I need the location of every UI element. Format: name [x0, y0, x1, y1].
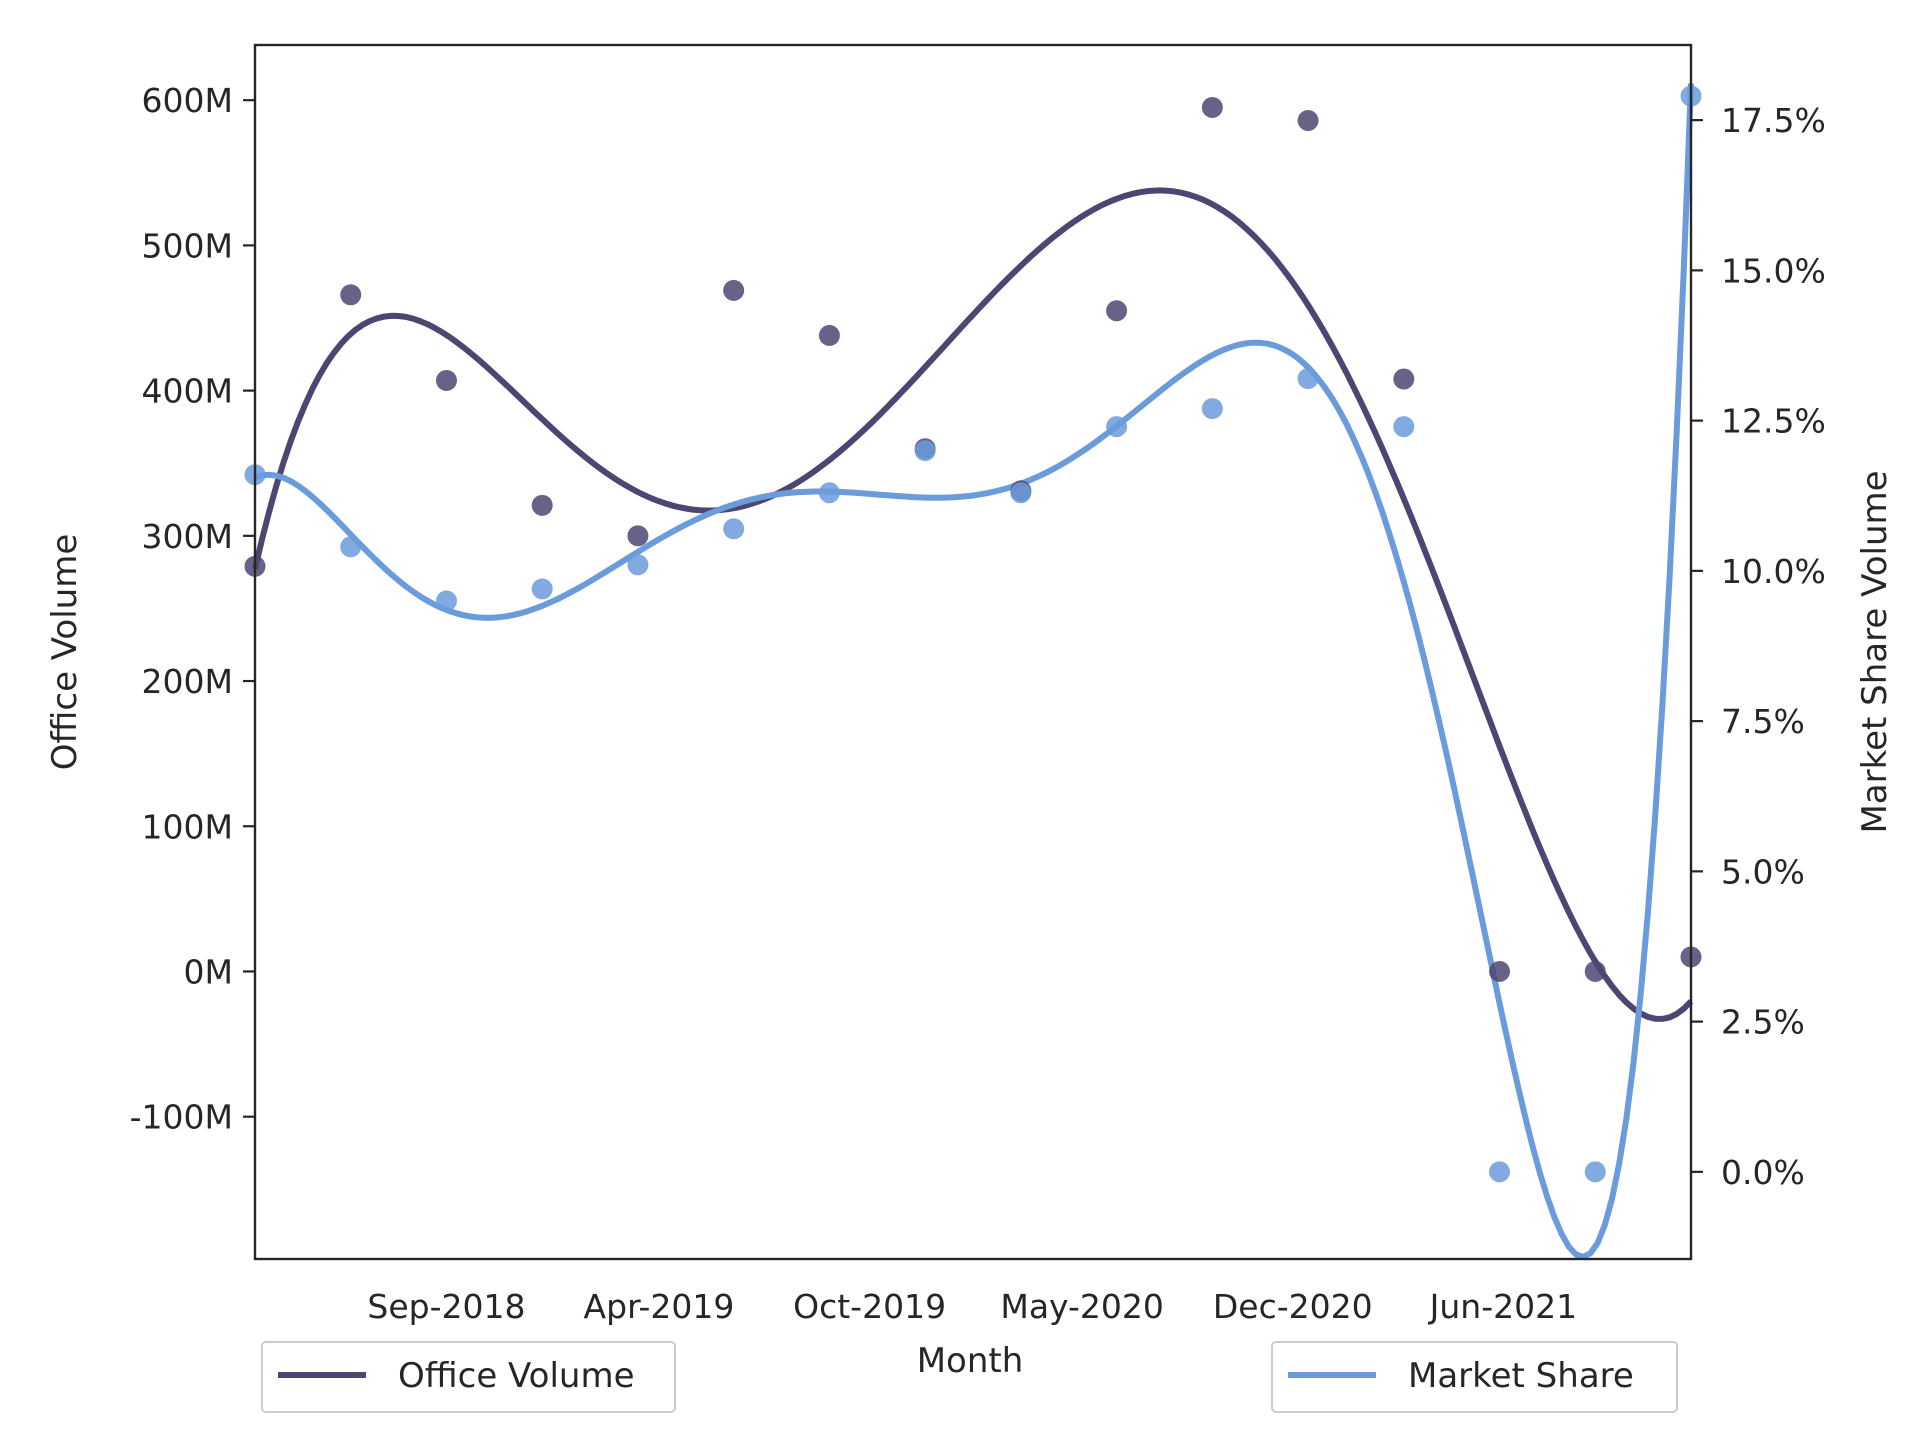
left-tick-label: -100M	[130, 1098, 233, 1137]
x-axis: Sep-2018 Apr-2019 Oct-2019 May-2020 Dec-2020…	[367, 1287, 1577, 1326]
right-tick-label: 17.5%	[1721, 101, 1826, 140]
x-tick-label: May-2020	[1000, 1287, 1164, 1326]
data-point-market-share	[435, 590, 457, 612]
data-point-market-share	[1010, 482, 1032, 504]
right-tick-label: 15.0%	[1721, 251, 1826, 290]
data-point-market-share	[531, 578, 553, 600]
data-point-market-share	[340, 536, 362, 558]
data-point-office-volume	[340, 284, 362, 306]
data-point-office-volume	[818, 324, 840, 346]
data-point-office-volume	[723, 279, 745, 301]
trend-curves	[252, 83, 1694, 1260]
data-point-market-share	[1106, 416, 1128, 438]
x-tick-label: Apr-2019	[584, 1287, 735, 1326]
right-axis-title: Market Share Volume	[1855, 470, 1895, 833]
right-tick-label: 7.5%	[1721, 702, 1805, 741]
right-tick-label: 12.5%	[1721, 402, 1826, 441]
data-points	[244, 85, 1702, 1183]
x-axis-title: Month	[917, 1341, 1024, 1381]
data-point-market-share	[1201, 398, 1223, 420]
right-tick-label: 2.5%	[1721, 1003, 1805, 1042]
left-tick-label: 0M	[184, 952, 233, 991]
data-point-office-volume	[435, 369, 457, 391]
left-tick-label: 300M	[142, 517, 233, 556]
data-point-office-volume	[1584, 960, 1606, 982]
legend-label-office-volume: Office Volume	[398, 1356, 635, 1396]
data-point-office-volume	[627, 525, 649, 547]
plot-frame	[253, 43, 1693, 1261]
data-point-market-share	[1393, 416, 1415, 438]
left-tick-label: 400M	[142, 372, 233, 411]
left-tick-label: 100M	[142, 807, 233, 846]
data-point-office-volume	[1489, 960, 1511, 982]
x-tick-label: Sep-2018	[367, 1287, 525, 1326]
data-point-office-volume	[1106, 300, 1128, 322]
x-tick-label: Oct-2019	[793, 1287, 946, 1326]
data-point-market-share	[627, 554, 649, 576]
trend-curve-office-volume	[252, 187, 1694, 1022]
left-axis-title: Office Volume	[45, 534, 85, 771]
right-axis: 0.0% 2.5% 5.0% 7.5% 10.0% 12.5% 15.0% 17.5%	[1691, 101, 1826, 1192]
data-point-office-volume	[1201, 96, 1223, 118]
data-point-office-volume	[531, 494, 553, 516]
left-tick-label: 200M	[142, 662, 233, 701]
data-point-market-share	[1489, 1161, 1511, 1183]
legend-office-volume: Office Volume	[261, 1341, 676, 1413]
data-point-market-share	[914, 440, 936, 462]
right-tick-label: 10.0%	[1721, 552, 1826, 591]
data-point-office-volume	[1393, 368, 1415, 390]
data-point-market-share	[1297, 368, 1319, 390]
right-tick-label: 5.0%	[1721, 852, 1805, 891]
legend-market-share: Market Share	[1271, 1341, 1678, 1413]
left-tick-label: 500M	[142, 226, 233, 265]
left-axis: -100M 0M 100M 200M 300M 400M 500M 600M	[130, 81, 255, 1137]
legend-box	[1271, 1341, 1678, 1413]
trend-curve-market-share	[254, 83, 1694, 1260]
legend-label-market-share: Market Share	[1408, 1356, 1634, 1396]
data-point-market-share	[818, 482, 840, 504]
right-tick-label: 0.0%	[1721, 1153, 1805, 1192]
data-point-office-volume	[1297, 110, 1319, 132]
data-point-market-share	[723, 518, 745, 540]
x-tick-label: Jun-2021	[1428, 1287, 1577, 1326]
left-tick-label: 600M	[142, 81, 233, 120]
legend-box	[261, 1341, 676, 1413]
data-point-market-share	[1584, 1161, 1606, 1183]
x-tick-label: Dec-2020	[1213, 1287, 1373, 1326]
